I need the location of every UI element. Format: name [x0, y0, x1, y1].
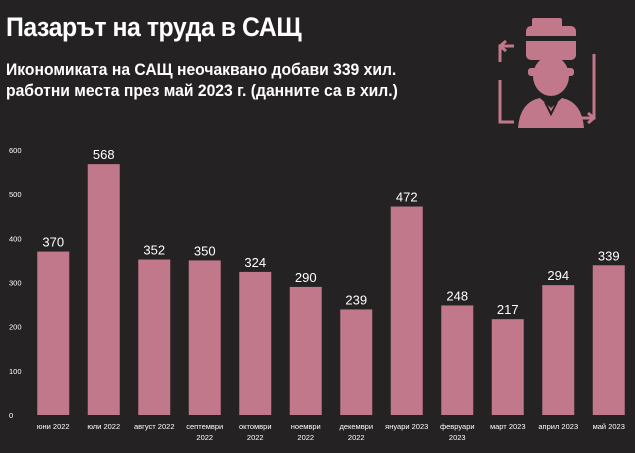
bar-value-label: 324 [244, 255, 266, 270]
x-category-label: юли 2022 [87, 422, 120, 431]
job-search-worker-icon [490, 10, 615, 138]
x-category-label: август 2022 [134, 422, 175, 431]
bar-value-label: 239 [345, 292, 367, 307]
bar-value-label: 290 [295, 270, 317, 285]
page-title: Пазарът на труда в САЩ [6, 12, 302, 42]
bar-value-label: 350 [194, 243, 216, 258]
bar-value-label: 248 [446, 288, 468, 303]
bar [592, 265, 625, 415]
y-tick-label: 600 [9, 146, 22, 155]
bar [441, 305, 474, 415]
bar [340, 309, 373, 415]
bar [239, 271, 272, 415]
bar [289, 286, 322, 415]
x-category-label: май 2023 [593, 422, 625, 431]
x-category-label: ноември 2022 [291, 422, 321, 442]
y-tick-label: 100 [9, 367, 22, 376]
y-tick-label: 300 [9, 279, 22, 288]
bar-value-label: 294 [547, 268, 569, 283]
bar [542, 285, 575, 415]
x-category-label: октомври 2022 [239, 422, 272, 442]
bar [188, 260, 221, 415]
x-category-label: септември 2022 [186, 422, 223, 442]
x-category-label: март 2023 [490, 422, 526, 431]
bar [87, 164, 120, 415]
bar [138, 259, 171, 415]
y-tick-label: 500 [9, 190, 22, 199]
bar [37, 251, 70, 415]
y-tick-label: 0 [9, 411, 13, 420]
bar-value-label: 472 [396, 190, 418, 205]
bar-value-label: 352 [143, 243, 165, 258]
x-category-label: февруари 2023 [440, 422, 475, 442]
bar-value-label: 217 [497, 302, 519, 317]
x-category-label: юни 2022 [37, 422, 70, 431]
x-category-label: април 2023 [538, 422, 578, 431]
bar [390, 206, 423, 415]
x-category-label: януари 2023 [385, 422, 428, 431]
y-tick-label: 400 [9, 234, 22, 243]
bar-value-label: 370 [42, 235, 64, 250]
bar-value-label: 568 [93, 147, 115, 162]
page-subtitle: Икономиката на САЩ неочаквано добави 339… [6, 61, 398, 100]
y-tick-label: 200 [9, 323, 22, 332]
x-category-label: декември 2022 [339, 422, 373, 442]
bar [491, 319, 524, 415]
bar-value-label: 339 [598, 248, 620, 263]
